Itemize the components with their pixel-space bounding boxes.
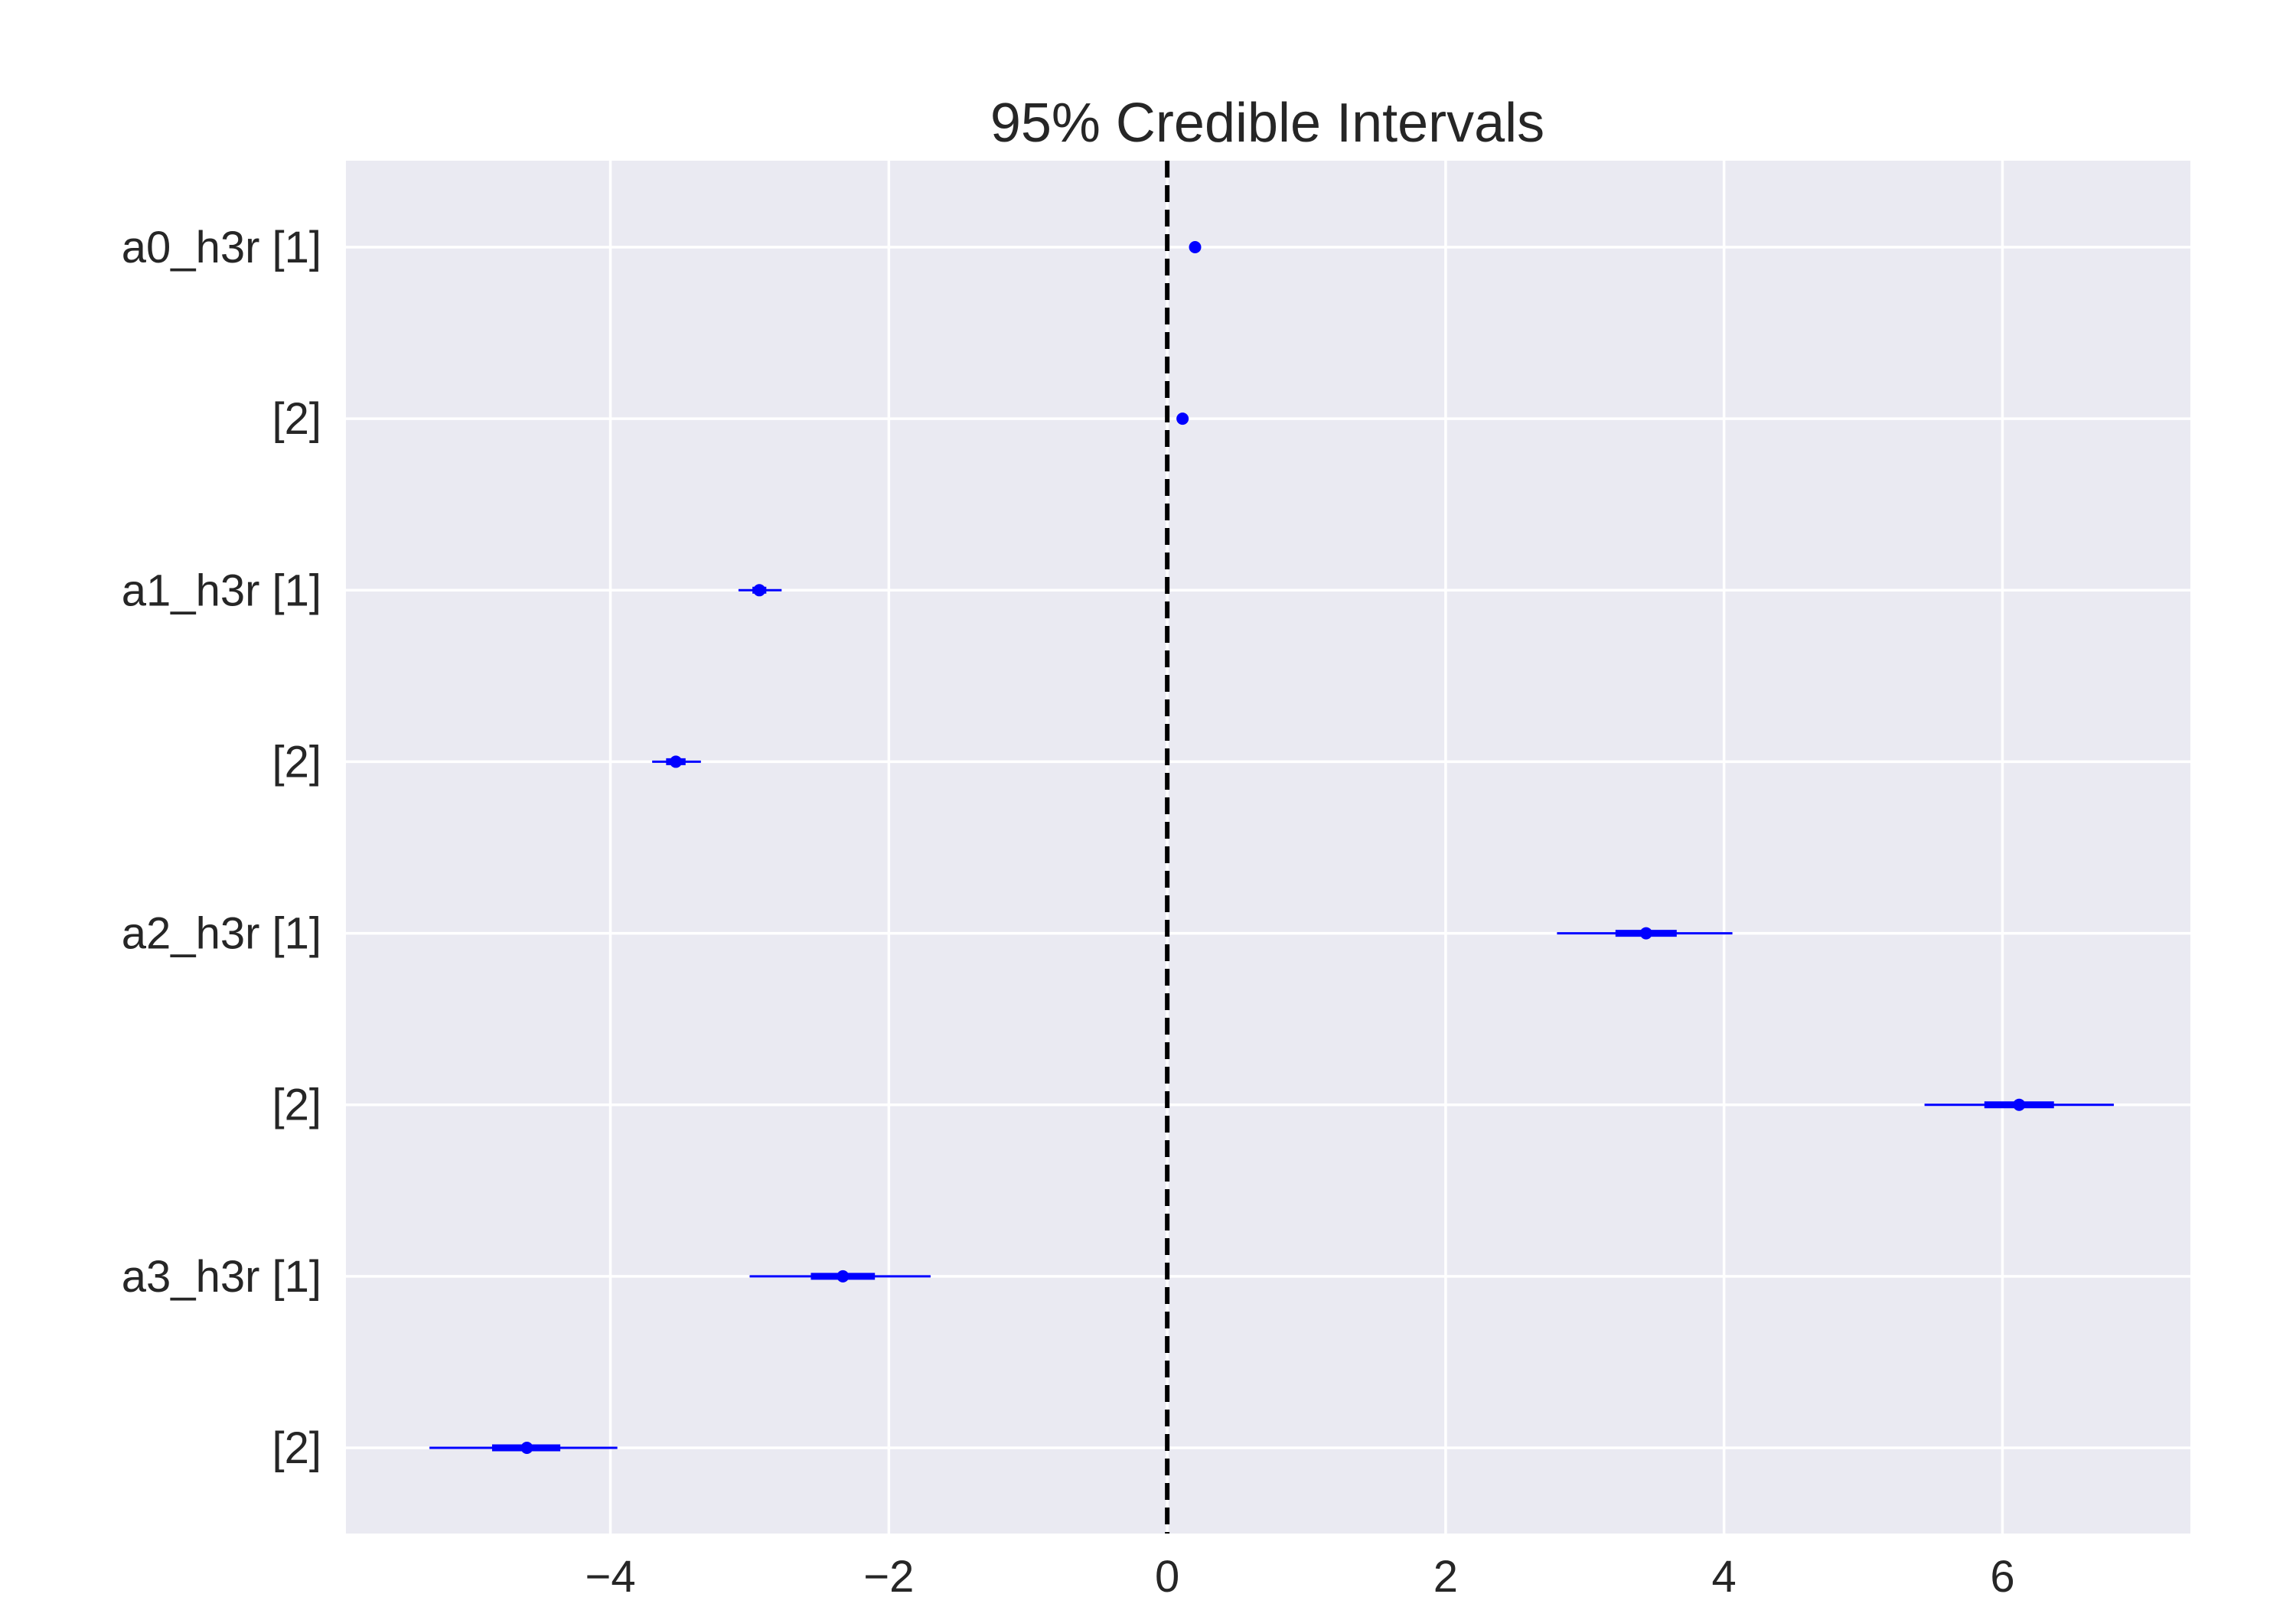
x-tick-labels: −4 −2 0 2 4 6 [585, 1552, 2015, 1602]
x-tick-label: 6 [1990, 1552, 2014, 1602]
row-label: a3_h3r [1] [122, 1252, 321, 1302]
x-tick-label: 4 [1712, 1552, 1737, 1602]
row-label: a0_h3r [1] [122, 223, 321, 272]
grid-lines [346, 161, 2190, 1534]
interval-marks [429, 241, 2114, 1454]
chart-title: 95% Credible Intervals [990, 93, 1544, 154]
mean-point [837, 1270, 850, 1283]
mean-point [2013, 1098, 2026, 1111]
plot-area [346, 161, 2190, 1534]
mean-point [1176, 412, 1189, 425]
x-tick-label: 0 [1155, 1552, 1179, 1602]
x-tick-label: −4 [585, 1552, 636, 1602]
mean-point [1189, 241, 1202, 253]
row-label: [2] [272, 1081, 322, 1130]
row-label: [2] [272, 394, 322, 444]
mean-point [670, 755, 683, 768]
mean-point [753, 584, 766, 597]
mean-point [1639, 927, 1652, 940]
row-label: a1_h3r [1] [122, 566, 321, 615]
x-tick-label: −2 [863, 1552, 914, 1602]
row-labels: a0_h3r [1] [2] a1_h3r [1] [2] a2_h3r [1] [2] a… [122, 223, 321, 1473]
row-label: a2_h3r [1] [122, 909, 321, 959]
x-tick-label: 2 [1433, 1552, 1458, 1602]
row-label: [2] [272, 737, 322, 787]
row-label: [2] [272, 1423, 322, 1473]
mean-point [520, 1442, 533, 1454]
